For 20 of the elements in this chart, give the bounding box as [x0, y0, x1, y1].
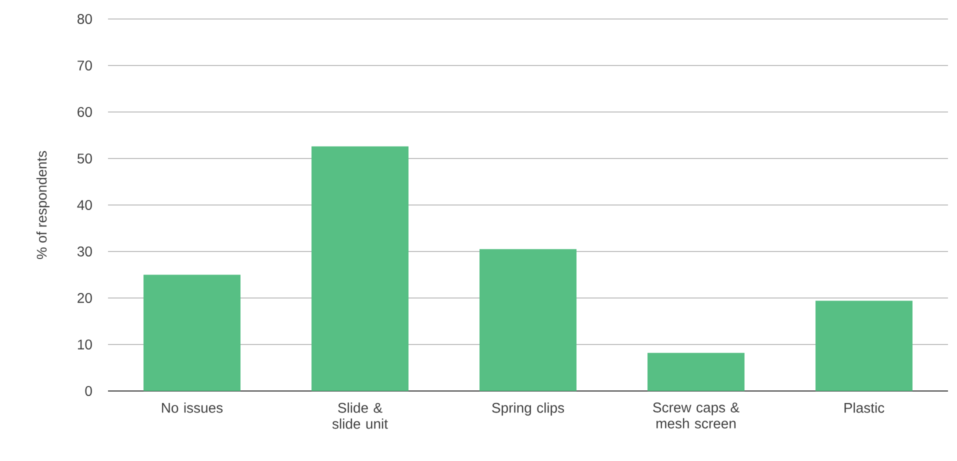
- y-tick-label: 0: [85, 386, 92, 396]
- y-tick-label: 60: [78, 107, 92, 117]
- y-tick-label: 10: [78, 340, 92, 350]
- bar: [312, 146, 409, 391]
- x-tick-label: Slide & slide unit: [332, 402, 388, 429]
- bar: [648, 352, 745, 391]
- bar: [816, 300, 913, 391]
- bar: [144, 274, 241, 391]
- bar: [480, 249, 577, 391]
- x-tick-label: Spring clips: [492, 402, 564, 416]
- x-tick-label: No issues: [162, 402, 223, 413]
- y-axis-title: % of respondents: [36, 151, 50, 259]
- y-tick-label: 50: [77, 154, 92, 164]
- y-tick-label: 80: [78, 14, 92, 24]
- y-tick-label: 30: [77, 246, 92, 256]
- y-tick-label: 20: [78, 293, 92, 303]
- x-tick-label: Screw caps & mesh screen: [653, 402, 740, 428]
- y-tick-label: 70: [78, 60, 92, 70]
- y-tick-label: 40: [77, 200, 92, 210]
- x-tick-label: Plastic: [844, 402, 884, 413]
